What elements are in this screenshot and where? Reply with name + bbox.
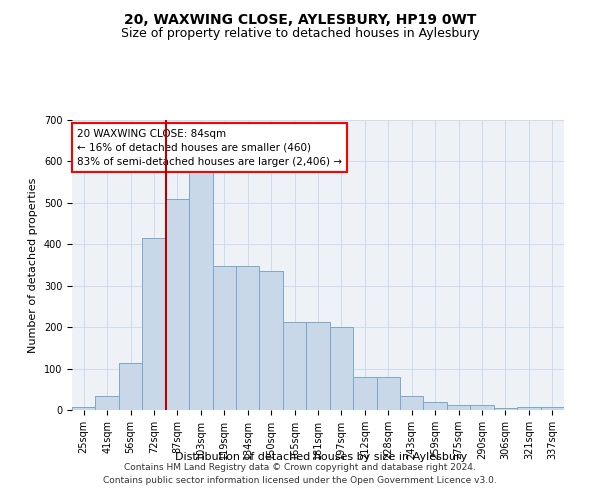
Text: 20 WAXWING CLOSE: 84sqm
← 16% of detached houses are smaller (460)
83% of semi-d: 20 WAXWING CLOSE: 84sqm ← 16% of detache… [77,128,342,166]
Bar [494,408,517,410]
Text: 20, WAXWING CLOSE, AYLESBURY, HP19 0WT: 20, WAXWING CLOSE, AYLESBURY, HP19 0WT [124,12,476,26]
Bar [283,322,306,410]
Bar [377,377,400,410]
Bar [353,377,377,410]
Bar [95,396,119,410]
Bar [424,402,447,410]
Bar [541,406,564,410]
Bar [330,327,353,410]
Bar [306,322,330,410]
Bar [517,406,541,410]
Bar [142,238,166,410]
Bar [189,171,212,410]
Bar [236,266,259,410]
Bar [259,271,283,410]
Text: Distribution of detached houses by size in Aylesbury: Distribution of detached houses by size … [175,452,467,462]
Bar [212,266,236,410]
Bar [72,406,95,410]
Text: Size of property relative to detached houses in Aylesbury: Size of property relative to detached ho… [121,28,479,40]
Text: Contains HM Land Registry data © Crown copyright and database right 2024.
Contai: Contains HM Land Registry data © Crown c… [103,463,497,485]
Bar [166,198,189,410]
Bar [470,405,494,410]
Bar [119,363,142,410]
Bar [447,404,470,410]
Y-axis label: Number of detached properties: Number of detached properties [28,178,38,352]
Bar [400,396,424,410]
